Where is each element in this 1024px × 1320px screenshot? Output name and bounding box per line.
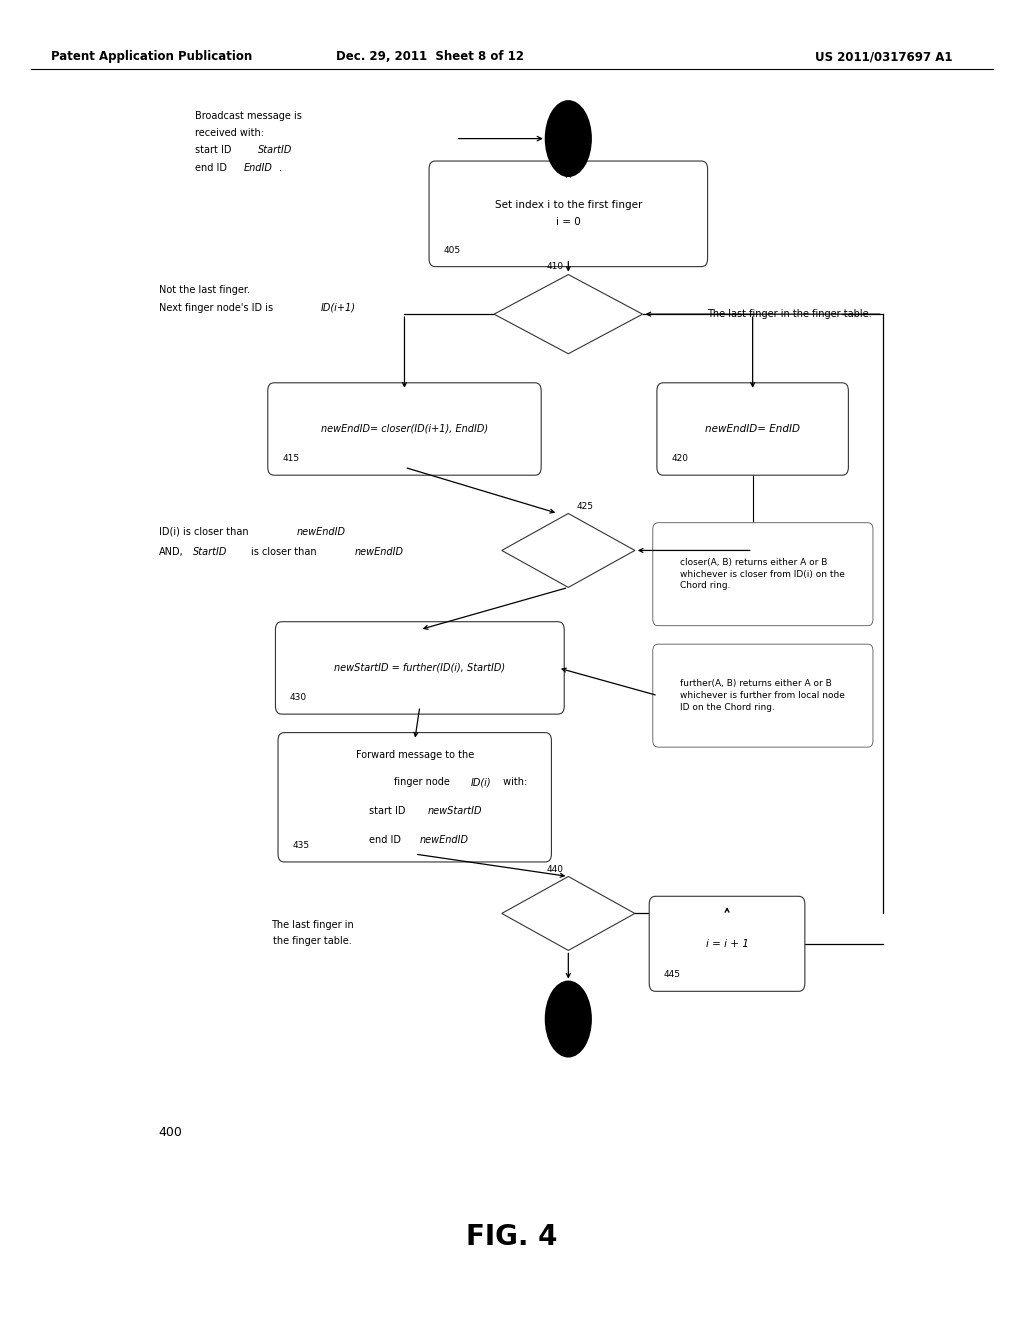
Ellipse shape: [546, 102, 591, 176]
Text: 420: 420: [672, 454, 688, 463]
Text: newEndID: newEndID: [297, 527, 346, 537]
Text: 425: 425: [577, 502, 594, 511]
Text: US 2011/0317697 A1: US 2011/0317697 A1: [815, 50, 952, 63]
Text: newEndID: newEndID: [420, 834, 469, 845]
Text: newStartID = further(ID(i), StartID): newStartID = further(ID(i), StartID): [334, 663, 506, 673]
Polygon shape: [495, 275, 643, 354]
Text: The last finger in the finger table.: The last finger in the finger table.: [707, 309, 871, 319]
Text: is closer than: is closer than: [251, 546, 316, 557]
Text: newEndID: newEndID: [354, 546, 403, 557]
Text: further(A, B) returns either A or B
whichever is further from local node
ID on t: further(A, B) returns either A or B whic…: [680, 680, 846, 711]
Text: i = 0: i = 0: [556, 218, 581, 227]
Text: newStartID: newStartID: [428, 807, 482, 816]
Text: newEndID= closer(ID(i+1), EndID): newEndID= closer(ID(i+1), EndID): [321, 424, 488, 434]
Text: StartID: StartID: [193, 546, 227, 557]
Text: Dec. 29, 2011  Sheet 8 of 12: Dec. 29, 2011 Sheet 8 of 12: [336, 50, 524, 63]
Text: Next finger node's ID is: Next finger node's ID is: [159, 302, 272, 313]
FancyBboxPatch shape: [429, 161, 708, 267]
FancyBboxPatch shape: [649, 896, 805, 991]
FancyBboxPatch shape: [268, 383, 541, 475]
Text: start ID: start ID: [195, 145, 231, 156]
FancyBboxPatch shape: [279, 733, 551, 862]
Polygon shape: [502, 876, 635, 950]
Text: AND,: AND,: [159, 546, 183, 557]
FancyBboxPatch shape: [653, 523, 872, 626]
Text: newEndID= EndID: newEndID= EndID: [706, 424, 800, 434]
Text: 430: 430: [290, 693, 307, 702]
Text: StartID: StartID: [258, 145, 293, 156]
Text: 415: 415: [283, 454, 299, 463]
Text: the finger table.: the finger table.: [273, 936, 351, 946]
FancyBboxPatch shape: [653, 644, 872, 747]
Text: 405: 405: [443, 246, 461, 255]
Text: Broadcast message is: Broadcast message is: [195, 111, 301, 121]
Text: 435: 435: [293, 841, 309, 850]
Text: end ID: end ID: [195, 162, 226, 173]
Ellipse shape: [546, 982, 591, 1056]
Text: 445: 445: [664, 970, 681, 979]
Text: 400: 400: [159, 1126, 182, 1139]
Text: i = i + 1: i = i + 1: [706, 939, 749, 949]
Text: start ID: start ID: [369, 807, 406, 816]
Text: ID(i) is closer than: ID(i) is closer than: [159, 527, 249, 537]
Text: Set index i to the first finger: Set index i to the first finger: [495, 201, 642, 210]
Text: .: .: [279, 162, 282, 173]
Text: end ID: end ID: [369, 834, 400, 845]
Text: Forward message to the: Forward message to the: [355, 750, 474, 760]
Polygon shape: [502, 513, 635, 587]
Text: ID(i+1): ID(i+1): [321, 302, 355, 313]
Text: The last finger in: The last finger in: [271, 920, 353, 931]
Text: FIG. 4: FIG. 4: [466, 1222, 558, 1251]
Text: 440: 440: [546, 865, 563, 874]
Text: received with:: received with:: [195, 128, 263, 139]
Text: 410: 410: [546, 261, 563, 271]
Text: with:: with:: [500, 777, 527, 788]
FancyBboxPatch shape: [657, 383, 848, 475]
Text: ID(i): ID(i): [471, 777, 492, 788]
Text: closer(A, B) returns either A or B
whichever is closer from ID(i) on the
Chord r: closer(A, B) returns either A or B which…: [680, 558, 846, 590]
Text: finger node: finger node: [394, 777, 451, 788]
Text: Not the last finger.: Not the last finger.: [159, 285, 250, 296]
Text: Patent Application Publication: Patent Application Publication: [51, 50, 253, 63]
Text: EndID: EndID: [244, 162, 272, 173]
FancyBboxPatch shape: [275, 622, 564, 714]
